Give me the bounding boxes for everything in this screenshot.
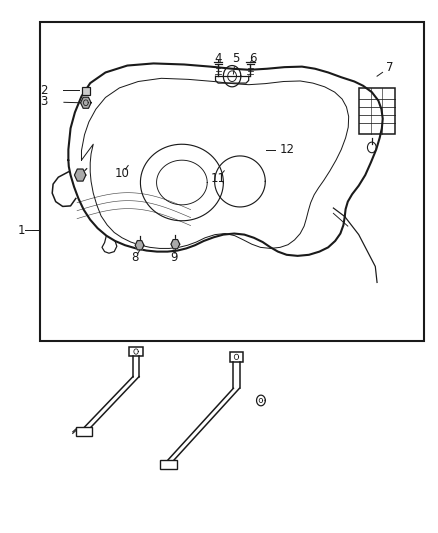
Polygon shape xyxy=(81,97,91,108)
Bar xyxy=(40,22,424,341)
Text: 12: 12 xyxy=(279,143,294,156)
Text: 6: 6 xyxy=(249,52,257,64)
Text: 8: 8 xyxy=(131,252,139,264)
Text: 4: 4 xyxy=(214,52,222,64)
Text: 2: 2 xyxy=(40,84,47,96)
Bar xyxy=(76,427,92,435)
Text: 1: 1 xyxy=(18,224,25,237)
Bar xyxy=(160,460,177,469)
Text: 5: 5 xyxy=(232,52,239,64)
Text: 9: 9 xyxy=(171,252,178,264)
Text: 7: 7 xyxy=(385,61,393,74)
Text: 11: 11 xyxy=(211,172,226,185)
Polygon shape xyxy=(135,240,144,250)
Text: 3: 3 xyxy=(40,95,47,108)
Bar xyxy=(230,352,243,362)
Bar xyxy=(82,87,90,95)
Text: 10: 10 xyxy=(115,167,130,181)
Bar xyxy=(359,88,395,134)
Polygon shape xyxy=(171,239,180,249)
Polygon shape xyxy=(74,169,86,181)
Bar xyxy=(130,347,143,357)
